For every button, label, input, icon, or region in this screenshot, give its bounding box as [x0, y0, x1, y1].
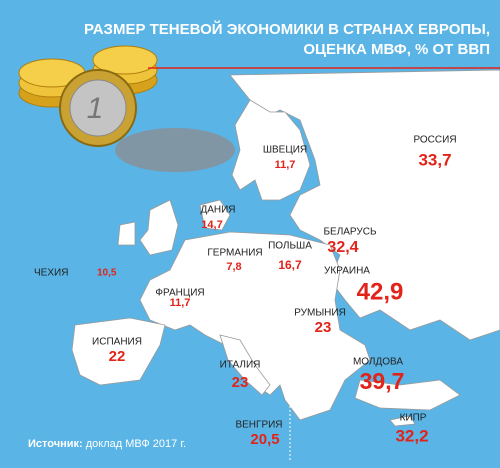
country-value: 11,7: [170, 297, 191, 309]
svg-text:1: 1: [87, 92, 104, 125]
country-value: 23: [315, 319, 332, 336]
country-value: 39,7: [360, 368, 405, 394]
country-name: ЧЕХИЯ: [34, 268, 68, 279]
country-value: 7,8: [226, 261, 241, 273]
country-value: 32,2: [395, 426, 428, 445]
country-name: ИТАЛИЯ: [220, 360, 261, 371]
country-value: 22: [109, 348, 126, 365]
shadow: [115, 128, 235, 172]
country-name: УКРАИНА: [324, 266, 370, 277]
country-name: ДАНИЯ: [200, 205, 235, 216]
country-value: 20,5: [250, 431, 279, 448]
coins: 1: [18, 45, 158, 147]
source: Источник: доклад МВФ 2017 г.: [28, 438, 186, 450]
country-value: 42,9: [357, 278, 404, 305]
country-name: КИПР: [400, 413, 427, 424]
country-name: ФРАНЦИЯ: [155, 288, 204, 299]
country-name: РУМЫНИЯ: [294, 308, 346, 319]
country-name: ИСПАНИЯ: [92, 337, 142, 348]
country-value: 16,7: [278, 258, 302, 272]
country-value: 11,7: [275, 159, 296, 171]
country-name: МОЛДОВА: [353, 357, 403, 368]
country-name: ВЕНГРИЯ: [235, 420, 282, 431]
country-value: 10,5: [97, 268, 117, 279]
country-name: ПОЛЬША: [268, 241, 312, 252]
source-text: доклад МВФ 2017 г.: [86, 438, 186, 450]
source-label: Источник:: [28, 438, 83, 450]
country-name: ГЕРМАНИЯ: [207, 248, 262, 259]
country-value: 14,7: [201, 219, 222, 231]
country-name: БЕЛАРУСЬ: [323, 227, 376, 238]
country-name: РОССИЯ: [413, 135, 456, 146]
title-line: ОЦЕНКА МВФ, % ОТ ВВП: [303, 41, 490, 58]
land: [71, 69, 500, 427]
country-value: 32,4: [327, 239, 358, 256]
country-value: 33,7: [418, 150, 451, 169]
title-line: РАЗМЕР ТЕНЕВОЙ ЭКОНОМИКИ В СТРАНАХ ЕВРОП…: [84, 20, 490, 38]
country-value: 23: [232, 374, 249, 391]
country-name: ШВЕЦИЯ: [263, 145, 307, 156]
